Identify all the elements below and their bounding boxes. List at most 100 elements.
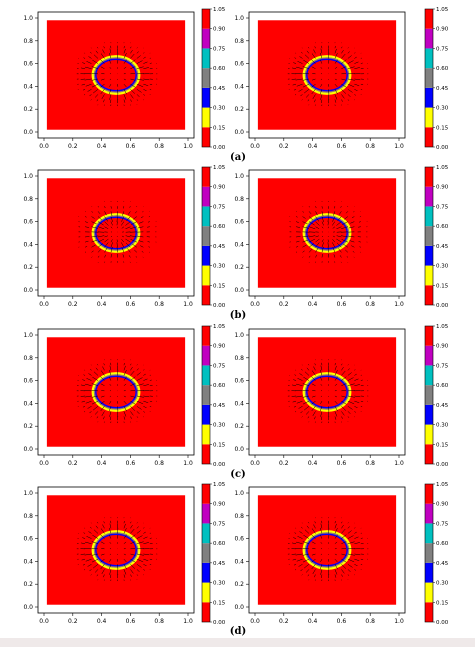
colorbar-band xyxy=(425,326,433,346)
colorbar-tick-label: 0.15 xyxy=(213,600,226,606)
colorbar-band xyxy=(202,167,210,187)
x-tick-label: 0.4 xyxy=(97,143,107,150)
colorbar-tick-label: 0.30 xyxy=(436,581,449,587)
y-tick-label: 0.8 xyxy=(234,196,244,203)
heatmap-field xyxy=(47,495,185,604)
colorbar-band xyxy=(425,425,433,445)
colorbar-tick-label: 0.60 xyxy=(436,541,449,547)
y-tick-label: 0.0 xyxy=(234,129,244,136)
panel-label-a: (a) xyxy=(218,152,258,163)
x-tick-label: 0.6 xyxy=(126,618,136,625)
colorbar-band xyxy=(202,444,210,464)
y-tick-label: 0.6 xyxy=(23,536,33,543)
colorbar-band xyxy=(425,187,433,207)
y-tick-label: 0.2 xyxy=(23,581,33,588)
colorbar-band xyxy=(202,285,210,305)
colorbar-tick-label: 0.45 xyxy=(213,86,226,92)
y-tick-label: 0.6 xyxy=(234,536,244,543)
panel-label-c: (c) xyxy=(218,469,258,480)
x-tick-label: 0.0 xyxy=(39,143,49,150)
colorbar-band xyxy=(202,385,210,405)
colorbar-band xyxy=(202,48,210,68)
colorbar-tick-label: 0.45 xyxy=(213,244,226,250)
y-tick-label: 0.6 xyxy=(23,378,33,385)
y-tick-label: 0.2 xyxy=(234,106,244,113)
colorbar-band xyxy=(202,583,210,603)
colorbar-tick-label: 0.00 xyxy=(213,303,226,309)
x-tick-label: 0.8 xyxy=(154,143,164,150)
y-tick-label: 0.8 xyxy=(23,355,33,362)
colorbar-tick-label: 0.75 xyxy=(436,363,449,369)
x-tick-label: 1.0 xyxy=(183,618,193,625)
heatmap-field xyxy=(258,337,396,446)
colorbar-band xyxy=(425,266,433,286)
x-tick-label: 0.6 xyxy=(337,301,347,308)
colorbar-band xyxy=(202,127,210,147)
colorbar-tick-label: 0.00 xyxy=(436,620,449,626)
y-tick-label: 0.0 xyxy=(234,604,244,611)
colorbar-band xyxy=(425,88,433,108)
x-tick-label: 0.0 xyxy=(250,143,260,150)
colorbar-tick-label: 0.15 xyxy=(436,125,449,131)
colorbar-tick-label: 0.75 xyxy=(213,46,226,52)
y-tick-label: 0.6 xyxy=(234,61,244,68)
colorbar-tick-label: 0.75 xyxy=(436,521,449,527)
y-tick-label: 0.2 xyxy=(234,423,244,430)
colorbar-band xyxy=(202,602,210,622)
x-tick-label: 1.0 xyxy=(183,460,193,467)
x-tick-label: 1.0 xyxy=(183,301,193,308)
colorbar-band xyxy=(202,9,210,29)
x-tick-label: 1.0 xyxy=(394,460,404,467)
y-tick-label: 0.2 xyxy=(234,581,244,588)
colorbar-tick-label: 0.90 xyxy=(436,502,449,508)
x-tick-label: 0.0 xyxy=(39,618,49,625)
y-tick-label: 1.0 xyxy=(234,15,244,22)
y-tick-label: 0.0 xyxy=(23,129,33,136)
colorbar-band xyxy=(425,504,433,524)
colorbar-band xyxy=(202,29,210,49)
y-tick-label: 0.6 xyxy=(234,378,244,385)
x-tick-label: 1.0 xyxy=(183,143,193,150)
colorbar-band xyxy=(425,346,433,366)
colorbar-band xyxy=(425,543,433,563)
x-tick-label: 0.6 xyxy=(337,618,347,625)
colorbar-tick-label: 0.45 xyxy=(436,86,449,92)
y-tick-label: 0.4 xyxy=(23,400,33,407)
x-tick-label: 0.8 xyxy=(154,618,164,625)
y-tick-label: 1.0 xyxy=(234,490,244,497)
colorbar-tick-label: 0.75 xyxy=(213,521,226,527)
colorbar-tick-label: 0.45 xyxy=(436,561,449,567)
colorbar-tick-label: 0.00 xyxy=(436,303,449,309)
y-tick-label: 0.8 xyxy=(23,513,33,520)
colorbar-band xyxy=(425,9,433,29)
y-tick-label: 1.0 xyxy=(23,15,33,22)
colorbar-band xyxy=(202,68,210,88)
colorbar-tick-label: 0.90 xyxy=(213,27,226,33)
x-tick-label: 0.8 xyxy=(154,460,164,467)
y-tick-label: 1.0 xyxy=(23,332,33,339)
colorbar-band xyxy=(202,108,210,128)
x-tick-label: 0.2 xyxy=(279,143,289,150)
y-tick-label: 0.4 xyxy=(234,241,244,248)
colorbar-tick-label: 0.45 xyxy=(436,244,449,250)
colorbar-band xyxy=(425,108,433,128)
colorbar-tick-label: 0.15 xyxy=(436,600,449,606)
colorbar-tick-label: 0.15 xyxy=(436,283,449,289)
colorbar-tick-label: 0.15 xyxy=(213,283,226,289)
colorbar-tick-label: 0.90 xyxy=(213,185,226,191)
colorbar-tick-label: 0.75 xyxy=(213,363,226,369)
colorbar-band xyxy=(202,88,210,108)
y-tick-label: 0.2 xyxy=(23,264,33,271)
colorbar-tick-label: 1.05 xyxy=(213,482,226,488)
colorbar-band xyxy=(425,127,433,147)
y-tick-label: 1.0 xyxy=(234,173,244,180)
y-tick-label: 0.2 xyxy=(23,106,33,113)
colorbar-band xyxy=(202,206,210,226)
x-tick-label: 0.8 xyxy=(365,143,375,150)
colorbar-tick-label: 0.60 xyxy=(213,383,226,389)
x-tick-label: 0.6 xyxy=(126,460,136,467)
